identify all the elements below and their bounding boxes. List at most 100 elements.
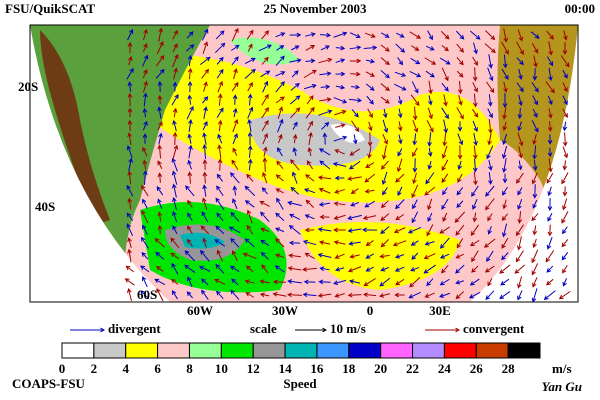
wind-vector (424, 292, 435, 298)
wind-vector (247, 118, 252, 133)
lon-label: 0 (367, 303, 374, 318)
wind-vector (127, 197, 133, 210)
wind-vector (426, 120, 434, 133)
wind-vector (216, 212, 224, 222)
wind-vector (503, 28, 508, 43)
wind-vector (397, 108, 403, 119)
wind-vector (333, 31, 348, 38)
wind-vector (502, 199, 507, 210)
wind-vector (395, 43, 406, 53)
wind-vector (276, 160, 284, 169)
wind-vector (292, 133, 298, 144)
wind-vector (319, 266, 330, 272)
wind-vector (501, 145, 508, 160)
wind-vector (427, 107, 433, 120)
wind-vector (379, 293, 390, 298)
wind-vector (244, 57, 256, 65)
wind-vector (217, 133, 223, 144)
wind-vector (320, 45, 330, 51)
wind-vector (261, 30, 270, 40)
wind-vector (155, 265, 164, 272)
wind-vector (517, 132, 524, 147)
wind-vector (427, 95, 433, 106)
wind-vector (394, 266, 405, 272)
wind-vector (382, 108, 388, 119)
wind-vector (305, 106, 315, 119)
wind-vector (215, 225, 225, 235)
wind-vector (441, 67, 449, 82)
wind-vector (318, 148, 331, 156)
wind-vector (471, 250, 479, 263)
wind-vector (319, 214, 330, 220)
wind-vector (380, 96, 390, 104)
wind-vector (515, 224, 524, 237)
wind-vector (547, 224, 553, 237)
wind-vector (202, 237, 207, 248)
wind-vector (531, 263, 539, 276)
wind-vector (322, 132, 328, 145)
colorbar-box (507, 342, 541, 359)
colorbar-box (348, 342, 382, 359)
wind-vector (411, 184, 419, 199)
wind-vector (262, 80, 269, 93)
wind-vector (363, 292, 376, 298)
wind-vector (201, 68, 210, 79)
wind-vector (172, 119, 177, 132)
wind-vector (442, 212, 448, 222)
wind-vector (409, 31, 422, 39)
wind-vector (411, 81, 419, 94)
wind-vector (456, 70, 464, 78)
wind-vector (347, 228, 362, 233)
wind-vector (439, 292, 451, 298)
colorbar: 0 2 4 6 8 10 12 14 16 18 20 22 24 26 28 m/s (59, 342, 572, 376)
wind-vector (171, 262, 179, 275)
wind-vector (455, 264, 465, 274)
wind-vector (349, 279, 361, 284)
wind-vector (365, 162, 375, 168)
wind-vector (471, 185, 479, 197)
wind-vector (127, 237, 132, 249)
wind-vector (562, 226, 568, 235)
wind-vector (187, 80, 193, 92)
wind-vector (425, 45, 435, 51)
wind-vector (439, 226, 451, 234)
wind-vector (187, 54, 193, 67)
wind-vector (188, 119, 193, 132)
wind-vector (156, 288, 164, 302)
wind-vector (246, 29, 254, 40)
wind-vector (350, 201, 360, 207)
wind-vector (246, 173, 254, 182)
wind-vector (427, 132, 432, 147)
wind-vector (352, 134, 358, 145)
wind-vector (363, 45, 378, 51)
wind-vector (142, 146, 148, 157)
wind-vector (185, 185, 195, 197)
lon-label: 60W (187, 303, 213, 318)
wind-vector (457, 133, 464, 146)
time: 00:00 (565, 1, 595, 16)
wind-vector (202, 184, 207, 197)
wind-vector (306, 160, 314, 170)
wind-vector (261, 56, 269, 65)
wind-vector (232, 147, 238, 156)
wind-vector (305, 58, 316, 64)
wind-vector (531, 249, 539, 264)
lat-label: 60S (137, 287, 157, 302)
wind-vector (548, 41, 553, 56)
wind-vector (424, 241, 435, 246)
colorbar-tick: 4 (122, 361, 129, 376)
wind-vector (487, 278, 493, 287)
wind-vector (202, 120, 208, 131)
wind-vector (290, 186, 300, 195)
colorbar-box (443, 342, 477, 359)
wind-vector (558, 290, 571, 300)
wind-vector (247, 106, 254, 119)
wind-vector (303, 279, 316, 285)
wind-vector (380, 83, 390, 92)
wind-vector (216, 68, 224, 79)
wind-vector (260, 211, 270, 223)
wind-vector (472, 120, 478, 133)
wind-vector (127, 288, 132, 302)
wind-vector (502, 107, 507, 120)
wind-vector (487, 213, 493, 222)
